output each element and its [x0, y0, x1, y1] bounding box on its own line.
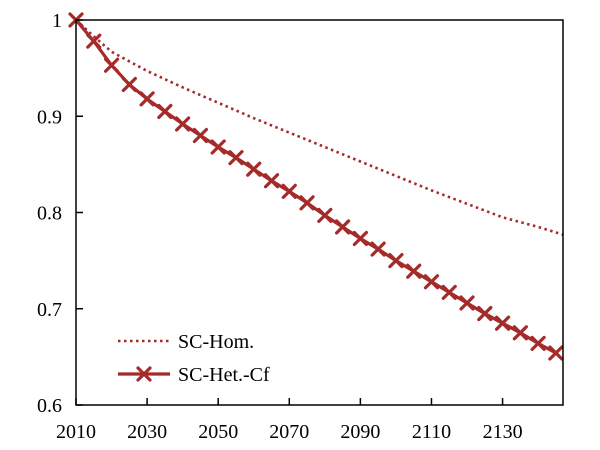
- marker-stroke: [388, 253, 404, 269]
- data-point-marker: [477, 305, 493, 322]
- data-point-marker: [281, 183, 297, 199]
- plot-area: [68, 12, 564, 361]
- legend-label: SC-Het.-Cf: [178, 364, 270, 386]
- data-point-marker: [103, 57, 120, 73]
- y-tick-label: 0.8: [37, 203, 62, 225]
- data-point-marker: [157, 103, 173, 120]
- data-point-marker: [317, 207, 333, 223]
- data-point-marker: [228, 150, 244, 166]
- data-point-marker: [423, 274, 440, 290]
- marker-stroke: [370, 241, 386, 257]
- marker-stroke: [263, 173, 280, 189]
- data-point-marker: [86, 33, 102, 49]
- marker-stroke: [548, 345, 564, 361]
- marker-stroke: [423, 274, 440, 290]
- marker-stroke: [103, 57, 120, 73]
- data-point-marker: [388, 253, 404, 269]
- axes: 0.6 0.7 0.8 0.9 1 2010 2030 2050 2070 2090 2110 213…: [37, 10, 564, 443]
- marker-stroke: [157, 103, 173, 120]
- data-point-marker: [139, 91, 155, 107]
- data-point-marker: [192, 127, 209, 144]
- marker-stroke: [406, 263, 422, 279]
- x-tick-label: 2010: [56, 421, 96, 443]
- legend: SC-Hom. SC-Het.-Cf: [118, 331, 270, 386]
- y-tick-label: 0.9: [37, 106, 62, 128]
- data-point-marker: [406, 263, 422, 279]
- marker-stroke: [512, 325, 528, 341]
- marker-stroke: [459, 295, 475, 311]
- data-point-marker: [548, 345, 564, 361]
- data-point-marker: [246, 161, 262, 177]
- series-line-sc-hom: [75, 19, 564, 236]
- data-point-marker: [441, 284, 457, 300]
- marker-stroke: [210, 139, 226, 155]
- marker-stroke: [281, 183, 297, 199]
- data-point-marker: [352, 230, 368, 247]
- data-point-marker: [210, 139, 226, 155]
- data-point-marker: [335, 219, 351, 235]
- marker-stroke: [441, 284, 457, 300]
- marker-stroke: [352, 230, 368, 247]
- x-tick-label: 2050: [198, 421, 238, 443]
- data-point-marker: [459, 295, 475, 311]
- marker-stroke: [299, 195, 315, 211]
- marker-stroke: [86, 33, 102, 49]
- x-tick-label: 2030: [127, 421, 167, 443]
- legend-label: SC-Hom.: [178, 331, 254, 353]
- data-point-marker: [175, 116, 191, 132]
- data-point-marker: [512, 325, 528, 341]
- marker-stroke: [477, 305, 493, 322]
- data-point-marker: [370, 241, 386, 257]
- legend-marker: [136, 366, 152, 382]
- marker-stroke: [175, 116, 191, 132]
- data-point-marker: [263, 173, 280, 189]
- marker-stroke: [136, 366, 152, 382]
- x-tick-label: 2090: [340, 421, 380, 443]
- y-tick-label: 1: [52, 10, 62, 32]
- x-tick-label: 2070: [269, 421, 309, 443]
- data-point-marker: [530, 335, 546, 351]
- y-tick-label: 0.7: [37, 299, 62, 321]
- marker-stroke: [335, 219, 351, 235]
- marker-stroke: [246, 161, 262, 177]
- marker-stroke: [192, 127, 209, 144]
- y-tick-label: 0.6: [37, 395, 62, 417]
- marker-stroke: [530, 335, 546, 351]
- marker-stroke: [228, 150, 244, 166]
- data-point-marker: [494, 315, 511, 331]
- marker-stroke: [139, 91, 155, 107]
- marker-stroke: [121, 76, 137, 93]
- data-point-marker: [299, 195, 315, 211]
- x-tick-label: 2110: [412, 421, 451, 443]
- x-tick-label: 2130: [483, 421, 523, 443]
- series-line-sc-het-cf: [74, 18, 557, 355]
- marker-stroke: [317, 207, 333, 223]
- marker-stroke: [494, 315, 511, 331]
- data-point-marker: [121, 76, 137, 93]
